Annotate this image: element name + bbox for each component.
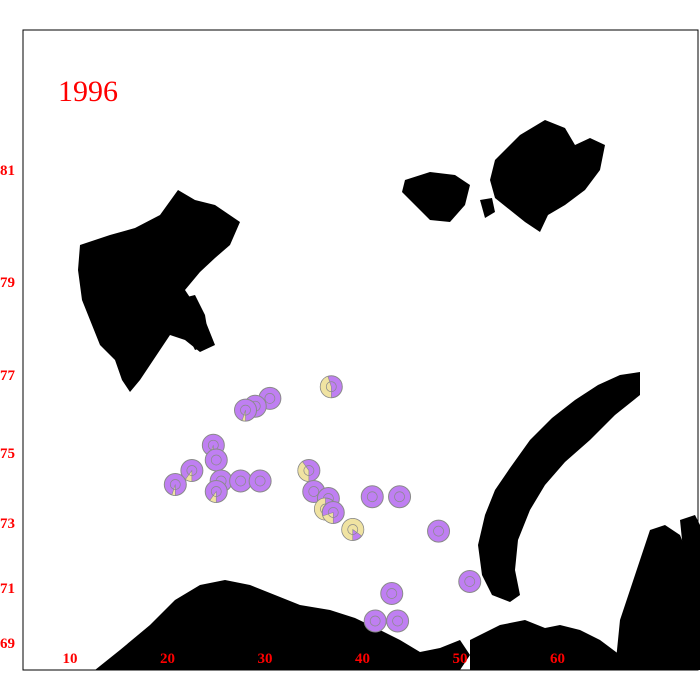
station-inner-ring bbox=[264, 393, 276, 404]
station-pie-base bbox=[229, 469, 253, 493]
year-label: 1996 bbox=[58, 75, 118, 108]
landmass-franz-josef-west bbox=[402, 172, 470, 222]
x-tick-label: 60 bbox=[550, 651, 565, 667]
y-tick-label: 71 bbox=[0, 581, 15, 597]
station-pie-slice bbox=[209, 490, 217, 503]
station-inner-ring bbox=[433, 525, 444, 537]
landmass-novaya-zemlya bbox=[478, 372, 640, 602]
y-tick-label: 69 bbox=[0, 636, 15, 652]
landmass-svalbard-east bbox=[175, 295, 210, 350]
station-inner-ring bbox=[327, 507, 339, 518]
station-inner-ring bbox=[210, 486, 222, 497]
station-marker bbox=[248, 469, 272, 493]
station-pie-slice bbox=[297, 461, 310, 482]
landmass-franz-josef-east bbox=[490, 120, 605, 232]
station-inner-ring bbox=[254, 475, 266, 487]
station-marker bbox=[380, 582, 404, 605]
x-tick-label: 50 bbox=[453, 651, 468, 667]
x-tick-label: 30 bbox=[258, 651, 273, 667]
station-inner-ring bbox=[386, 588, 398, 599]
station-pie-slice bbox=[322, 512, 334, 524]
station-marker bbox=[458, 570, 482, 593]
map-frame bbox=[22, 29, 699, 671]
landmass-scandinavia bbox=[95, 580, 470, 670]
station-marker bbox=[388, 485, 412, 509]
station-marker bbox=[363, 609, 387, 633]
station-markers bbox=[163, 375, 482, 633]
station-pie-base bbox=[204, 448, 228, 472]
station-marker bbox=[297, 459, 321, 482]
station-marker bbox=[229, 469, 253, 493]
station-inner-ring bbox=[210, 454, 222, 466]
landmass-east-coast bbox=[615, 525, 698, 670]
station-marker bbox=[234, 398, 257, 422]
station-pie-base bbox=[386, 609, 410, 633]
y-tick-label: 81 bbox=[0, 163, 15, 179]
station-pie-base bbox=[458, 570, 482, 593]
station-inner-ring bbox=[169, 479, 181, 490]
station-pie-base bbox=[363, 609, 387, 633]
y-tick-label: 79 bbox=[0, 275, 15, 291]
landmass-far-east bbox=[680, 515, 700, 670]
station-inner-ring bbox=[464, 576, 476, 587]
station-marker bbox=[341, 518, 365, 541]
y-tick-label: 75 bbox=[0, 446, 15, 462]
station-pie-slice bbox=[341, 518, 364, 541]
station-marker bbox=[386, 609, 410, 633]
station-inner-ring bbox=[240, 404, 251, 416]
station-pie-slice bbox=[320, 375, 332, 399]
station-pie-slice bbox=[241, 410, 246, 422]
station-inner-ring bbox=[392, 615, 403, 627]
y-axis-ticks: 69 71 73 75 77 79 81 bbox=[0, 163, 16, 652]
x-tick-label: 20 bbox=[160, 651, 175, 667]
station-inner-ring bbox=[347, 524, 359, 535]
station-inner-ring bbox=[303, 465, 315, 476]
station-pie-slice bbox=[171, 484, 176, 496]
station-pie-base bbox=[388, 485, 412, 509]
station-inner-ring bbox=[325, 381, 337, 393]
station-marker bbox=[427, 519, 451, 543]
y-tick-label: 77 bbox=[0, 368, 16, 384]
station-marker bbox=[204, 480, 228, 503]
station-inner-ring bbox=[186, 465, 198, 476]
station-pie-base bbox=[380, 582, 404, 605]
y-tick-label: 73 bbox=[0, 516, 15, 532]
station-pie-base bbox=[248, 469, 272, 493]
station-marker bbox=[180, 459, 204, 482]
x-axis-ticks: 10 20 30 40 50 60 bbox=[63, 651, 566, 667]
x-tick-label: 40 bbox=[355, 651, 370, 667]
station-marker bbox=[319, 375, 343, 399]
station-marker bbox=[360, 485, 384, 509]
station-inner-ring bbox=[394, 491, 405, 503]
station-pie-base bbox=[427, 519, 451, 543]
station-inner-ring bbox=[235, 475, 246, 487]
landmass-franz-josef-small bbox=[480, 198, 495, 218]
landmass-svalbard bbox=[78, 190, 240, 392]
station-inner-ring bbox=[366, 491, 378, 503]
x-tick-label: 10 bbox=[63, 651, 78, 667]
station-marker bbox=[163, 473, 187, 496]
landmass-kola-east bbox=[470, 620, 640, 670]
station-marker bbox=[204, 448, 228, 472]
land-layer bbox=[78, 120, 700, 670]
station-inner-ring bbox=[308, 486, 320, 497]
station-inner-ring bbox=[369, 615, 381, 627]
station-marker bbox=[321, 501, 345, 524]
station-pie-base bbox=[360, 485, 384, 509]
